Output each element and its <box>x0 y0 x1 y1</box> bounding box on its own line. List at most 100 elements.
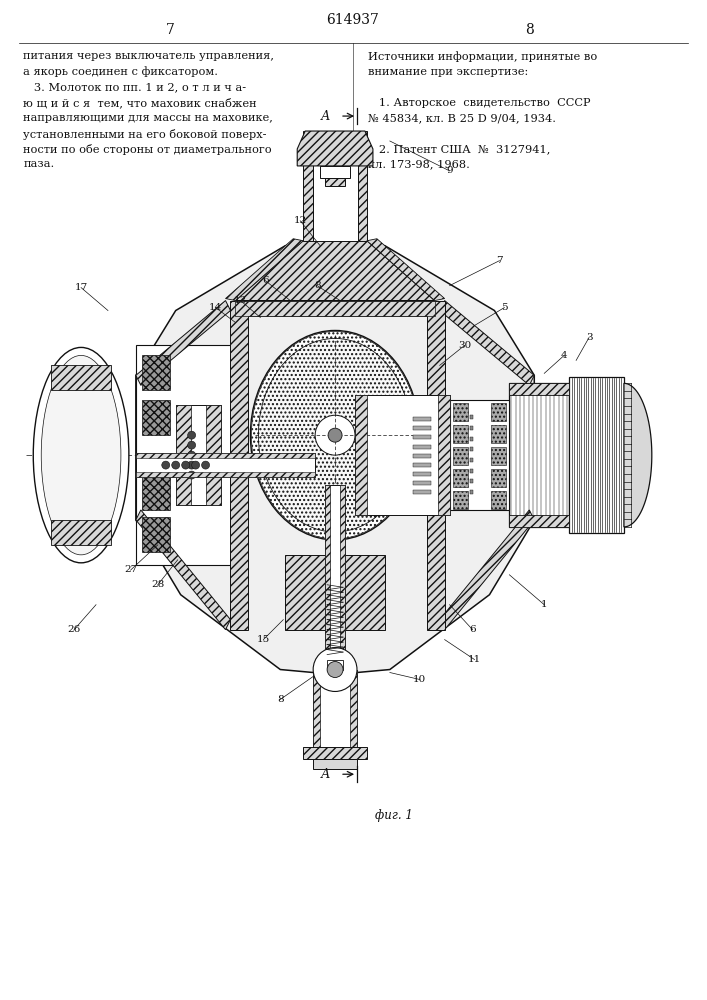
Ellipse shape <box>313 648 357 691</box>
Text: № 45834, кл. В 25 D 9/04, 1934.: № 45834, кл. В 25 D 9/04, 1934. <box>368 113 556 123</box>
Bar <box>469 490 472 494</box>
Text: 3: 3 <box>586 333 592 342</box>
Bar <box>450 400 509 510</box>
Bar <box>142 475 170 510</box>
Bar <box>303 747 367 759</box>
Text: 28: 28 <box>151 580 165 589</box>
Bar <box>469 426 472 430</box>
Text: 7: 7 <box>166 23 175 37</box>
Bar <box>509 383 569 527</box>
Bar <box>452 447 467 465</box>
Bar <box>355 395 367 515</box>
Bar <box>452 425 467 443</box>
Text: 30: 30 <box>458 341 471 350</box>
Ellipse shape <box>250 330 420 540</box>
Bar <box>413 472 431 476</box>
Polygon shape <box>136 301 230 385</box>
Bar <box>509 383 569 395</box>
Bar <box>206 405 221 505</box>
Bar <box>325 178 345 186</box>
Text: 8: 8 <box>277 695 284 704</box>
Text: установленными на его боковой поверх-: установленными на его боковой поверх- <box>23 129 267 140</box>
Bar <box>142 517 170 552</box>
Text: питания через выключатель управления,: питания через выключатель управления, <box>23 51 274 61</box>
Text: 12: 12 <box>293 216 307 225</box>
Text: направляющими для массы на маховике,: направляющими для массы на маховике, <box>23 113 273 123</box>
Polygon shape <box>235 301 435 316</box>
Bar <box>469 469 472 473</box>
Text: 1. Авторское  свидетельство  СССР: 1. Авторское свидетельство СССР <box>368 98 590 108</box>
Bar <box>413 426 431 430</box>
Bar <box>313 670 357 759</box>
Bar <box>491 491 506 509</box>
Polygon shape <box>624 383 652 527</box>
Text: Источники информации, принятые во: Источники информации, принятые во <box>368 51 597 62</box>
Ellipse shape <box>187 431 196 439</box>
Text: ю щ и й с я  тем, что маховик снабжен: ю щ и й с я тем, что маховик снабжен <box>23 98 257 108</box>
Bar <box>469 479 472 483</box>
Polygon shape <box>440 510 534 630</box>
Bar <box>509 515 569 527</box>
Text: 14: 14 <box>209 303 222 312</box>
Bar <box>350 670 357 759</box>
Text: 11: 11 <box>468 655 481 664</box>
Text: внимание при экспертизе:: внимание при экспертизе: <box>368 67 528 77</box>
Polygon shape <box>440 301 534 385</box>
Bar <box>452 403 467 421</box>
Bar <box>355 395 450 515</box>
Ellipse shape <box>33 347 129 563</box>
Text: 7: 7 <box>496 256 503 265</box>
Text: 1: 1 <box>541 600 547 609</box>
Bar <box>136 345 235 565</box>
Text: А: А <box>320 768 330 781</box>
Text: 3. Молоток по пп. 1 и 2, о т л и ч а-: 3. Молоток по пп. 1 и 2, о т л и ч а- <box>23 82 247 92</box>
Bar <box>469 415 472 419</box>
Bar <box>491 403 506 421</box>
Bar <box>452 469 467 487</box>
Bar <box>438 395 450 515</box>
Text: 13: 13 <box>234 296 247 305</box>
Bar <box>285 555 385 630</box>
Bar <box>413 454 431 458</box>
Bar <box>136 453 315 458</box>
Text: 6: 6 <box>469 625 476 634</box>
Bar <box>413 490 431 494</box>
Bar <box>325 485 345 670</box>
Bar <box>136 472 315 477</box>
Ellipse shape <box>315 415 355 455</box>
Ellipse shape <box>328 428 342 442</box>
Bar <box>413 435 431 439</box>
Bar <box>320 166 350 178</box>
Bar <box>452 491 467 509</box>
Bar <box>327 660 343 670</box>
Bar <box>491 425 506 443</box>
Polygon shape <box>136 241 534 675</box>
Bar <box>413 481 431 485</box>
Bar <box>230 301 248 630</box>
Bar <box>303 131 313 241</box>
Text: а якорь соединен с фиксатором.: а якорь соединен с фиксатором. <box>23 67 218 77</box>
Bar <box>51 520 111 545</box>
Ellipse shape <box>187 471 196 479</box>
Polygon shape <box>235 241 435 301</box>
Bar <box>176 405 191 505</box>
Bar <box>340 485 345 670</box>
Polygon shape <box>136 510 230 630</box>
Bar <box>313 670 320 759</box>
Bar <box>142 400 170 435</box>
Bar <box>413 445 431 449</box>
Text: 614937: 614937 <box>327 13 380 27</box>
Text: 4: 4 <box>561 351 568 360</box>
Polygon shape <box>297 131 373 166</box>
Bar <box>142 355 170 390</box>
Bar <box>413 463 431 467</box>
Ellipse shape <box>192 461 199 469</box>
Bar <box>136 453 315 477</box>
Ellipse shape <box>187 451 196 459</box>
Text: 8: 8 <box>525 23 534 37</box>
Text: 2. Патент США  №  3127941,: 2. Патент США № 3127941, <box>368 144 550 154</box>
Text: 17: 17 <box>74 283 88 292</box>
Bar <box>176 405 221 505</box>
Bar <box>569 377 624 533</box>
Text: 8: 8 <box>314 281 320 290</box>
